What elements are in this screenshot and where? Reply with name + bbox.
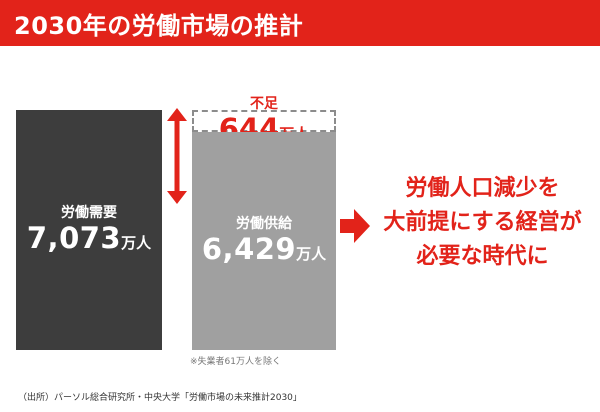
gap-double-arrow-icon [167, 108, 187, 204]
value-number-demand: 7,073 [26, 220, 122, 255]
value-unit-supply: 万人 [296, 244, 327, 263]
gap-label: 不足 [250, 95, 278, 112]
footnote: ※失業者61万人を除く [190, 357, 281, 367]
message-line: 労働人口減少を [405, 176, 560, 201]
bar-label-demand: 労働需要 [61, 204, 117, 221]
value-unit-demand: 万人 [121, 233, 152, 252]
bar-label-supply: 労働供給 [236, 215, 292, 232]
message-line: 必要な時代に [416, 244, 549, 270]
bar-labor-supply: 労働供給 6,429万人 [192, 131, 336, 350]
title-banner: 2030年の労働市場の推計 [0, 0, 600, 46]
bar-labor-demand: 労働需要 7,073万人 [16, 110, 162, 350]
key-message: 労働人口減少を 大前提にする経営が 必要な時代に [375, 172, 590, 274]
value-number-supply: 6,429 [201, 231, 297, 266]
value-label-demand: 7,073万人 [26, 220, 152, 255]
source-citation: （出所）パーソル総合研究所・中央大学「労働市場の未来推計2030」 [18, 393, 302, 403]
bar-shortage-gap: 不足 644万人 [192, 96, 336, 145]
value-label-supply: 6,429万人 [201, 231, 327, 266]
message-line: 大前提にする経営が [383, 210, 582, 236]
right-arrow-icon [340, 209, 370, 243]
page-title: 2030年の労働市場の推計 [14, 11, 304, 40]
